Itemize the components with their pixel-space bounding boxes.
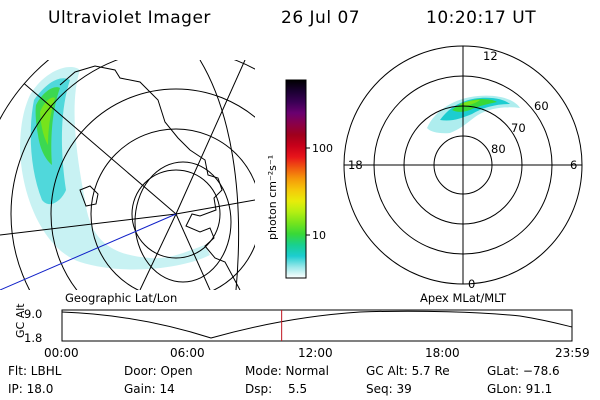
colorbar-tick-label-10: 10 [312,229,326,242]
lat-label-80: 80 [491,142,506,156]
status-gain: Gain: 14 [124,382,175,396]
timeline-frame [61,309,573,342]
altitude-timeline: GC Alt 9.0 1.8 00:00 06:00 12:00 18:00 2… [14,303,590,360]
timeline-x-tick-0000: 00:00 [44,346,79,360]
status-dsp-value: 5.5 [288,382,308,396]
status-door: Door: Open [124,364,193,378]
timeline-x-tick-1800: 18:00 [425,346,460,360]
instrument-title: Ultraviolet Imager [48,8,211,28]
status-glat: GLat: −78.6 [487,364,560,378]
coastline [59,65,241,290]
timeline-y-tick-high: 9.0 [24,307,42,321]
colorbar-scale [285,79,307,279]
status-gc-alt: GC Alt: 5.7 Re [366,364,450,378]
status-ip: IP: 18.0 [8,382,54,396]
timeline-x-tick-0600: 06:00 [170,346,205,360]
mlt-label-12: 12 [483,49,498,63]
status-panel: Flt: LBHL IP: 18.0 Door: Open Gain: 14 M… [0,360,600,400]
colorbar-unit-label: photon cm⁻²s⁻¹ [266,155,279,240]
status-glon: GLon: 91.1 [487,382,553,396]
colorbar-tick-label-100: 100 [312,142,333,155]
timeline-x-tick-2359: 23:59 [555,346,590,360]
timeline-axis-label: GC Alt [14,303,27,338]
title-bar: Ultraviolet Imager 26 Jul 07 10:20:17 UT [0,6,600,32]
observation-time: 10:20:17 UT [426,8,537,28]
polar-plot [343,45,583,285]
aurora-emission-left [20,67,210,270]
altitude-curve [61,310,573,339]
lat-label-60: 60 [534,99,549,113]
right-panel-caption: Apex MLat/MLT [420,291,507,305]
status-filter: Flt: LBHL [8,364,62,378]
blue-reference-line [0,213,177,290]
colorbar: 100 10 photon cm⁻²s⁻¹ [266,79,333,279]
mlt-label-0: 0 [468,277,475,291]
timeline-x-tick-1200: 12:00 [298,346,333,360]
lat-label-70: 70 [511,121,526,135]
mlt-label-6: 6 [570,158,577,172]
status-seq: Seq: 39 [366,382,412,396]
geographic-map [0,60,255,290]
observation-date: 26 Jul 07 [281,8,361,28]
left-panel-caption: Geographic Lat/Lon [65,291,177,305]
status-mode: Mode: Normal [245,364,329,378]
mlt-label-18: 18 [348,158,363,172]
timeline-y-tick-low: 1.8 [24,331,42,345]
status-dsp-label: Dsp: [245,382,273,396]
